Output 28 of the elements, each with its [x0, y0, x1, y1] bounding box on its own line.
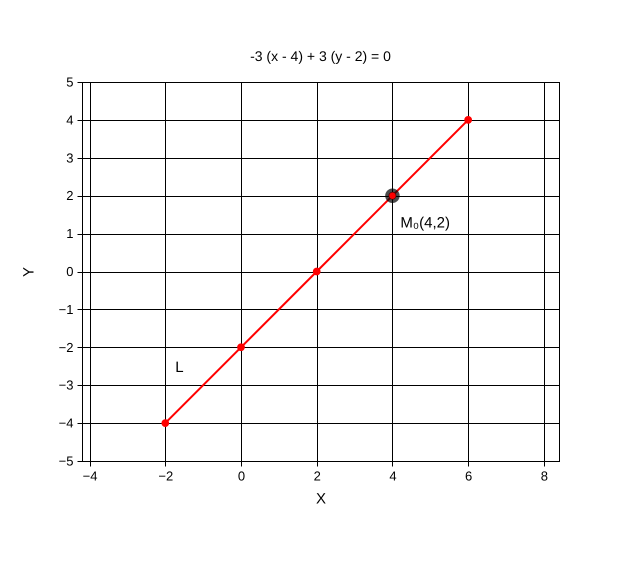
y-tick-label: −1 — [58, 302, 74, 317]
x-tick-label: 0 — [238, 468, 246, 484]
x-tick-label: −4 — [82, 468, 98, 484]
y-tick-label: −5 — [58, 454, 74, 468]
x-tick-label: −2 — [158, 468, 174, 484]
y-tick-label: 3 — [66, 150, 74, 166]
point — [464, 116, 472, 124]
y-tick-label: −2 — [58, 340, 74, 355]
y-tick-label: 1 — [66, 226, 74, 242]
point — [385, 188, 400, 203]
y-tick-label: 2 — [66, 188, 74, 204]
x-tick-label: 6 — [465, 468, 472, 484]
chart-title: -3 (x - 4) + 3 (y - 2) = 0 — [250, 48, 392, 64]
x-axis-title: X — [316, 490, 326, 508]
y-axis-title: Y — [20, 266, 38, 278]
y-tick-label: −3 — [58, 378, 74, 393]
x-tick-label: 4 — [389, 468, 397, 484]
x-tick-label: 8 — [540, 468, 548, 484]
y-tick-label: 4 — [66, 112, 74, 128]
series-label: L — [175, 359, 184, 376]
point — [161, 419, 170, 427]
y-tick-label: 0 — [66, 264, 74, 279]
y-tick-label: −4 — [58, 416, 74, 431]
annotation: M₀(4,2) — [400, 214, 450, 232]
y-tick-label: 5 — [66, 74, 74, 90]
point — [237, 343, 245, 352]
x-tick-label: 2 — [314, 468, 321, 484]
point — [312, 268, 321, 276]
